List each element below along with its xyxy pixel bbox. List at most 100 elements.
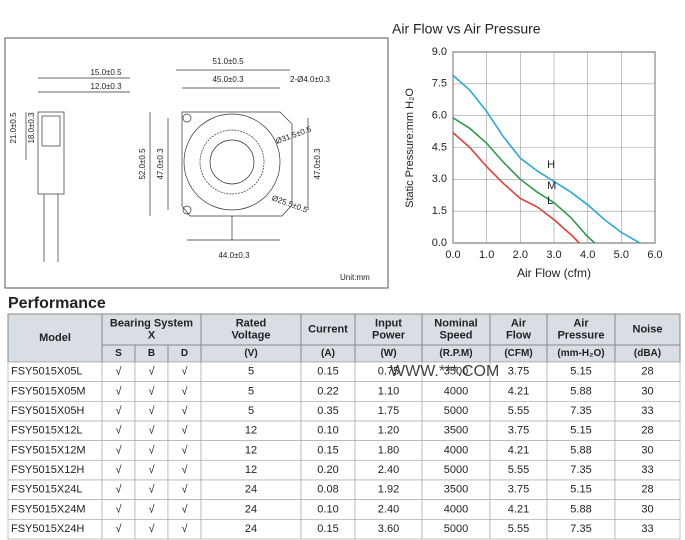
mount-hole (182, 113, 192, 123)
cell-text: FSY5015X05H (11, 405, 84, 417)
cell-text: 5.55 (508, 405, 529, 417)
cell-text: √ (148, 523, 155, 535)
cell-text: 1.75 (378, 405, 399, 417)
cell-text: 5000 (444, 523, 468, 535)
cell-text: 4.21 (508, 385, 529, 397)
header-sub: (dBA) (634, 348, 661, 359)
cell-text: 30 (641, 444, 653, 456)
cell-text: √ (148, 484, 155, 496)
header-text: Pressure (557, 329, 604, 341)
series-label: L (547, 195, 553, 207)
cell-text: 3.60 (378, 523, 399, 535)
housing-circle (183, 113, 281, 211)
cell-text: 0.35 (317, 405, 338, 417)
dimension: 44.0±0.3 (218, 251, 250, 260)
unit: Unit:mm (340, 273, 370, 282)
cell-text: 12 (245, 425, 257, 437)
cell-text: 30 (641, 385, 653, 397)
cell-text: 1.10 (378, 385, 399, 397)
watermark: WWW.***.COM (390, 363, 499, 380)
cell-text: FSY5015X12M (11, 444, 86, 456)
header-sub: (W) (380, 348, 396, 359)
impeller-circle (199, 129, 265, 195)
cell-text: √ (148, 425, 155, 437)
cell-text: 28 (641, 366, 653, 378)
cell-text: √ (181, 366, 188, 378)
cell-text: 28 (641, 425, 653, 437)
header-text: Flow (506, 329, 531, 341)
cell-text: √ (181, 425, 188, 437)
cell-text: √ (181, 385, 188, 397)
series-line (452, 117, 596, 244)
cell-text: √ (148, 503, 155, 515)
cell-text: √ (115, 484, 122, 496)
cell-text: √ (115, 385, 122, 397)
cell-text: √ (148, 366, 155, 378)
x-tick-label: 4.0 (580, 249, 595, 261)
cell-text: 4000 (444, 503, 468, 515)
x-tick-label: 3.0 (546, 249, 561, 261)
cell-text: 33 (641, 523, 653, 535)
header-sub: (A) (321, 348, 335, 359)
header-sub: (CFM) (504, 348, 532, 359)
cell-text: 3500 (444, 366, 468, 378)
x-tick-label: 5.0 (614, 249, 629, 261)
cell-text: 5 (248, 385, 254, 397)
header-text: X (148, 329, 156, 341)
header-text: Nominal (434, 317, 477, 329)
cell-text: 0.20 (317, 464, 338, 476)
cell-text: 0.10 (317, 503, 338, 515)
cell-text: FSY5015X05L (11, 366, 83, 378)
chart: Air Flow vs Air Pressure Static Pressure… (392, 21, 663, 280)
cell-text: 3500 (444, 425, 468, 437)
y-tick-label: 4.5 (432, 141, 447, 153)
cell-text: √ (115, 444, 122, 456)
cell-text: √ (148, 444, 155, 456)
cell-text: √ (181, 444, 188, 456)
cell-text: 12 (245, 464, 257, 476)
dimension: 2-Ø4.0±0.3 (290, 75, 331, 84)
cell-text: 0.10 (317, 425, 338, 437)
dimension: 45.0±0.3 (212, 75, 244, 84)
cell-text: √ (148, 405, 155, 417)
cell-text: 2.40 (378, 464, 399, 476)
header-sub: B (148, 348, 155, 359)
header-text: Voltage (232, 329, 271, 341)
dimension: 21.0±0.5 (9, 112, 18, 144)
cell-text: 24 (245, 503, 257, 515)
cell-text: 28 (641, 484, 653, 496)
cell-text: 33 (641, 464, 653, 476)
dimension: 52.0±0.5 (138, 148, 147, 180)
x-tick-label: 1.0 (479, 249, 494, 261)
y-tick-label: 1.5 (432, 205, 447, 217)
cell-text: 5.55 (508, 523, 529, 535)
cell-text: √ (115, 523, 122, 535)
cell-text: 3500 (444, 484, 468, 496)
header-text: Rated (236, 317, 267, 329)
y-tick-label: 6.0 (432, 110, 447, 122)
dimension: 12.0±0.3 (90, 82, 122, 91)
cell-text: √ (115, 366, 122, 378)
cell-text: FSY5015X12L (11, 425, 83, 437)
cell-text: FSY5015X24L (11, 484, 83, 496)
x-axis-label: Air Flow (cfm) (517, 266, 591, 280)
cell-text: 5000 (444, 464, 468, 476)
header-text: Model (39, 332, 71, 344)
cell-text: 4.21 (508, 503, 529, 515)
cell-text: √ (181, 484, 188, 496)
side-detail (41, 115, 61, 147)
header-sub: S (115, 348, 122, 359)
header-sub: (mm-H₂O) (557, 348, 604, 359)
y-tick-label: 0.0 (432, 237, 447, 249)
dimension: 47.0±0.3 (156, 148, 165, 180)
cell-text: 5.55 (508, 464, 529, 476)
cell-text: 1.80 (378, 444, 399, 456)
cell-text: √ (115, 464, 122, 476)
header-sub: (R.P.M) (439, 348, 472, 359)
cell-text: √ (115, 405, 122, 417)
cell-text: √ (148, 385, 155, 397)
header-sub: D (181, 348, 188, 359)
cell-text: 3.75 (508, 484, 529, 496)
cell-text: 4000 (444, 385, 468, 397)
